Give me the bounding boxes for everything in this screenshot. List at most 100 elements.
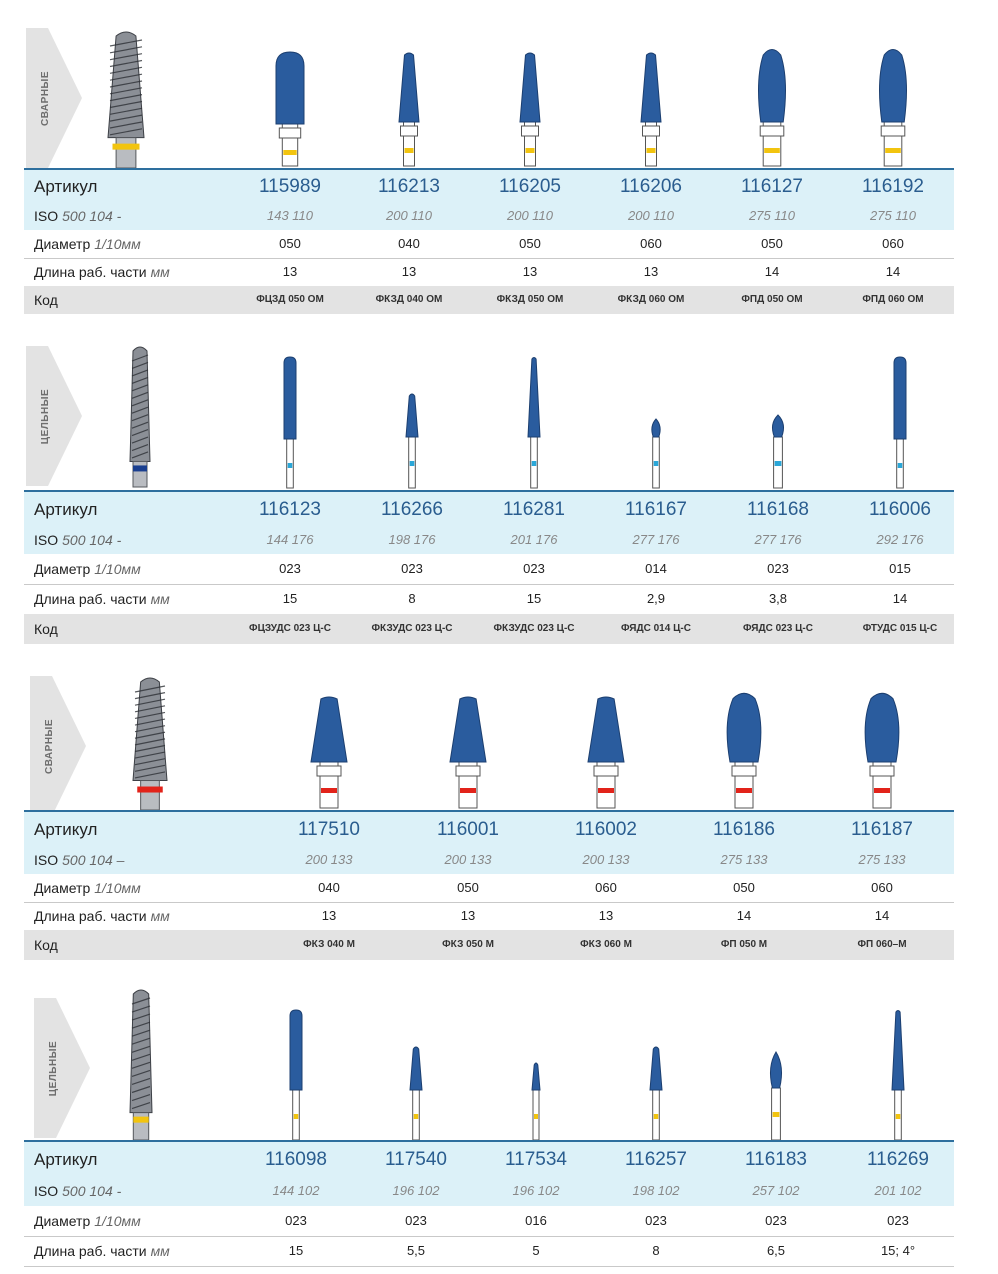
diameter-row-label: Диаметр 1/10мм [34,554,141,584]
length-row-cell: 14 [736,908,752,923]
length-row-cell: 13 [401,264,417,279]
code-row-cell: ФЦЗУДС 023 Ц-С [249,623,331,634]
length-row-label-part: Длина раб. части [34,591,147,607]
burr-flute [131,1053,151,1061]
tool-image [531,1062,541,1141]
tool-shank [412,1089,420,1141]
tool-shank [458,761,478,809]
length-row-label-part: Длина раб. части [34,908,147,924]
tool-head [405,393,419,438]
tool-head [527,357,541,438]
tool-color-ring [598,788,614,793]
spec-table: Артикул 116098 117540 117534 116257 116183 116… [24,1140,954,1267]
section-tab-label-box: СВАРНЫЕ [36,676,64,816]
tool-shank [292,1089,300,1141]
burr-flute [109,87,143,95]
code-row: Код ФЦЗД 050 ОМ ФКЗД 040 ОМ ФКЗД 050 ОМ ФКЗД… [24,286,954,314]
tool-shank [872,761,892,809]
code-row-label: Код [34,286,58,314]
tool-image [449,696,487,809]
code-row-cell: ФКЗУДС 023 Ц-С [493,623,575,634]
burr-shank [115,137,137,169]
tool-image [726,692,762,809]
tool-shank [403,121,415,167]
code-row-cell: ФКЗД 040 ОМ [375,294,443,305]
length-row: Длина раб. части мм 13 13 13 14 14 [24,902,954,931]
iso-row: ISO 500 104 - 143 110 200 110 200 110 200 110… [24,202,954,230]
tool-head [409,1046,423,1091]
burr-flute [109,128,143,136]
tool-head [864,692,900,763]
iso-row-label: ISO 500 104 – [34,846,124,874]
code-row-cell: ФЦЗД 050 ОМ [256,294,324,305]
length-row-cell: 15 [288,1243,304,1258]
spec-table: Артикул 115989 116213 116205 116206 116127 116… [24,168,954,314]
iso-row-cell: 292 176 [876,532,924,547]
tool-image [879,49,907,167]
burr-flute [131,361,149,370]
article-row-cell: 116098 [265,1149,327,1170]
iso-row: ISO 500 104 - 144 176 198 176 201 176 277 176… [24,526,954,554]
article-row-label-part: Артикул [34,820,98,839]
section-tab: ЦЕЛЬНЫЕ [34,998,90,1138]
length-row-cell: 2,9 [646,591,666,606]
burr-flute [131,1013,151,1021]
article-row-cell: 116002 [575,819,637,840]
iso-row-cell: 275 133 [858,852,906,867]
burr-flute [131,421,149,429]
burr-flute [109,46,143,54]
length-row-label-part: мм [150,908,170,924]
tool-shank [773,436,783,489]
code-row-cell: ФЯДС 014 Ц-С [621,623,691,634]
tool-image [310,696,348,809]
iso-row-cell: 275 110 [748,208,796,223]
diameter-row-cell: 050 [279,236,301,251]
article-row-cell: 116192 [862,176,924,197]
tool-head [758,49,786,123]
length-row-cell: 15 [282,591,298,606]
diameter-row: Диаметр 1/10мм 050 040 050 060 050 060 [24,230,954,259]
code-row-label: Код [34,930,58,960]
section-tab: ЦЕЛЬНЫЕ [26,346,82,486]
burr-flute [109,53,143,61]
tool-head [310,696,348,763]
section-tab: СВАРНЫЕ [30,676,86,816]
diameter-row-cell: 040 [398,236,420,251]
iso-row-cell: 275 133 [720,852,768,867]
tool-collar [593,765,619,777]
article-row-cell: 116266 [381,499,443,520]
tool-collar [642,125,660,137]
tool-shank [532,1089,540,1141]
tool-head [769,1051,783,1089]
iso-row-cell: 143 110 [266,208,314,223]
burr-flute [131,1029,151,1037]
diameter-row-cell: 050 [457,880,479,895]
article-row-cell: 117510 [298,819,360,840]
burr-flute [131,369,149,377]
tool-head [519,52,541,123]
tool-color-ring [774,461,782,466]
burr-flute [109,66,143,74]
article-row-cell: 116269 [867,1149,929,1170]
code-row-cell: ФКЗ 040 М [303,939,355,950]
burr-flute [109,80,143,88]
length-row-cell: 15 [526,591,542,606]
section-tab-label-box: ЦЕЛЬНЫЕ [32,346,60,486]
article-row-cell: 116183 [745,1149,807,1170]
article-row-label: Артикул [34,170,97,204]
tool-collar [316,765,342,777]
tool-collar [521,125,539,137]
iso-row-cell: 201 102 [874,1183,922,1198]
burr-flute [131,1085,151,1094]
burr-color-ring [137,786,163,793]
burr-head [107,31,145,139]
code-row-cell: ФП 050 М [720,939,768,950]
tool-image [398,52,420,167]
diameter-row-label-part: 1/10мм [94,236,141,252]
tool-shank [894,1089,902,1141]
section-tab-label: СВАРНЫЕ [40,70,52,126]
article-row-cell: 116167 [625,499,687,520]
tool-head [587,696,625,763]
code-row: Код ФКЗ 040 М ФКЗ 050 М ФКЗ 060 М ФП 050 М ФП… [24,930,954,960]
burr-flute [131,1005,151,1013]
